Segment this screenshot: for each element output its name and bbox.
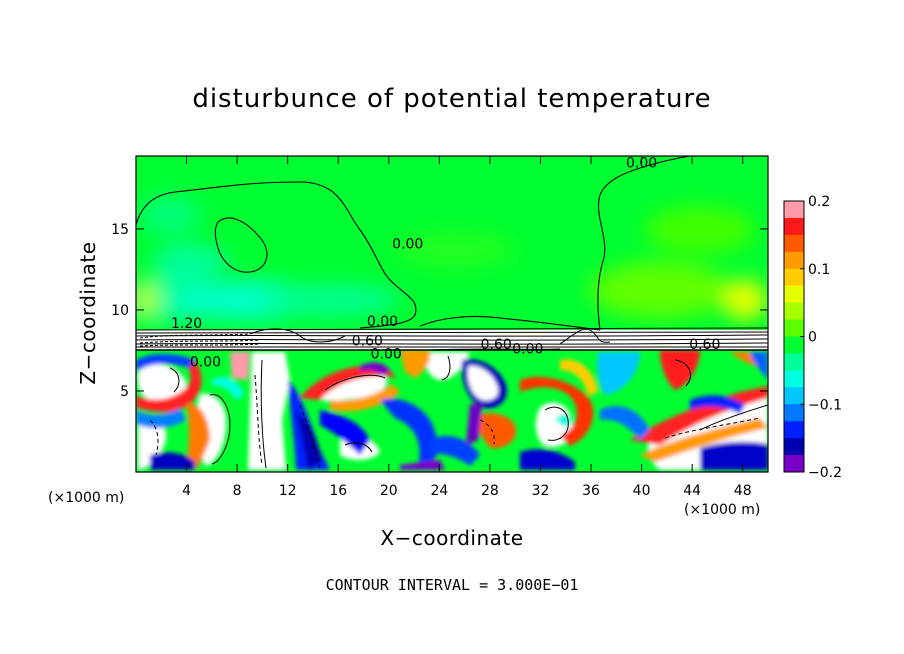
- x-tick-label: 36: [582, 483, 600, 499]
- contour-label: 0.00: [392, 236, 423, 252]
- contour-label: 0.60: [689, 337, 720, 353]
- contour-label: 0.00: [190, 355, 221, 371]
- contour-labels: 0.000.001.20 0.000.600.000.60 0.00 0.600.00: [171, 155, 720, 370]
- contour-label: 0.60: [352, 334, 383, 350]
- colorbar-swatch: [784, 217, 804, 236]
- contour-label: 0.00: [367, 314, 398, 330]
- x-tick-label: 44: [683, 483, 701, 499]
- contour-label: 0.00: [512, 342, 543, 358]
- colorbar-swatch: [784, 234, 804, 253]
- chart-title: disturbunce of potential temperature: [192, 84, 712, 114]
- colorbar-swatch: [784, 319, 804, 337]
- colorbar-tick-label: −0.2: [808, 465, 842, 481]
- colorbar-swatch: [784, 268, 804, 287]
- x-tick-label: 40: [633, 483, 651, 499]
- colorbar-swatch: [784, 421, 804, 439]
- colorbar-swatch: [784, 455, 804, 473]
- colorbar-tick-label: 0.2: [808, 194, 830, 210]
- x-tick-label: 32: [532, 483, 550, 499]
- colorbar-swatch: [784, 353, 804, 371]
- contour-label: 1.20: [171, 316, 202, 332]
- colorbar-tick-label: 0: [808, 330, 817, 346]
- colorbar-swatch: [784, 285, 804, 304]
- x-unit-label-right: (×1000 m): [684, 502, 761, 518]
- colorbar-swatch: [784, 201, 804, 219]
- colorbar-swatch: [784, 438, 804, 456]
- x-axis-label: X−coordinate: [380, 526, 524, 550]
- x-tick-label: 8: [233, 483, 242, 499]
- colorbar-swatch: [784, 251, 804, 270]
- x-tick-label: 28: [481, 483, 499, 499]
- contour-label: 0.00: [371, 347, 402, 363]
- x-tick-label: 12: [279, 483, 297, 499]
- colorbar-swatch: [784, 404, 804, 422]
- contour-label: 0.00: [626, 155, 657, 171]
- x-tick-label: 24: [430, 483, 448, 499]
- colorbar-swatch: [784, 387, 804, 405]
- y-tick-label: 10: [111, 303, 129, 319]
- colorbar: 0.2 0.1 0 −0.1 −0.2: [783, 194, 842, 481]
- contour-label: 0.60: [481, 337, 512, 353]
- field-background: [136, 156, 768, 472]
- y-tick-label: 5: [120, 384, 129, 400]
- plot-frame: [135, 155, 769, 473]
- x-tick-label: 20: [380, 483, 398, 499]
- x-tick-label: 48: [734, 483, 752, 499]
- colorbar-tick-label: −0.1: [808, 397, 842, 413]
- y-tick-label: 15: [111, 222, 129, 238]
- x-tick-label: 16: [329, 483, 347, 499]
- colorbar-tick-label: 0.1: [808, 262, 830, 278]
- colorbar-swatch: [784, 302, 804, 321]
- x-unit-label-left: (×1000 m): [48, 490, 125, 506]
- contour-interval-note: CONTOUR INTERVAL = 3.000E−01: [325, 576, 579, 594]
- x-tick-label: 4: [182, 483, 191, 499]
- colorbar-swatch: [784, 336, 804, 354]
- colorbar-swatch: [784, 370, 804, 388]
